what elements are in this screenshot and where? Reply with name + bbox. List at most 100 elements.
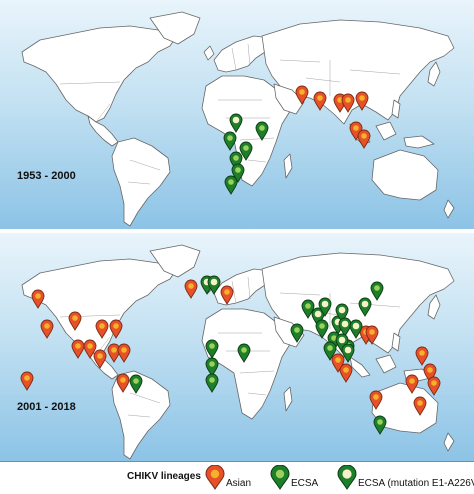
- country-border: [231, 47, 237, 71]
- marker-ecsa-tanzania: [229, 151, 243, 171]
- pin-core: [374, 285, 380, 291]
- map-pin-icon: [83, 339, 97, 359]
- landmasses: [21, 11, 455, 227]
- marker-asian-caribbean: [109, 319, 123, 339]
- map-pin-icon: [313, 91, 327, 111]
- pin-core: [224, 289, 230, 295]
- pin-core: [409, 378, 415, 384]
- marker-asian-papua-new-guinea: [415, 346, 429, 366]
- map-pin-icon: [423, 363, 437, 383]
- marker-ecsa-kenya: [239, 141, 253, 161]
- map-pin-icon: [220, 285, 234, 305]
- landmass-new-zealand: [443, 432, 455, 452]
- marker-asian-panama: [71, 339, 85, 359]
- marker-ecsa-zimbabwe: [231, 163, 245, 183]
- country-border: [247, 159, 267, 163]
- pin-core: [235, 167, 241, 173]
- country-border: [59, 81, 121, 85]
- pin-core: [97, 353, 103, 359]
- landmass-new-zealand: [443, 199, 455, 219]
- marker-asian-indonesia: [357, 129, 371, 149]
- pin-core: [352, 322, 360, 330]
- world-map-1953-2000: [21, 11, 455, 227]
- pin-core: [120, 377, 126, 383]
- marker-asian-greece: [220, 285, 234, 305]
- pin-core: [369, 329, 375, 335]
- pin-core: [338, 336, 346, 344]
- country-border: [279, 59, 321, 63]
- legend-label-ecsa: ECSA: [291, 478, 319, 489]
- pin-core: [361, 133, 367, 139]
- map-pin-icon: [71, 339, 85, 359]
- pin-core: [232, 116, 240, 124]
- legend-item-ecsa: ECSA: [269, 465, 329, 491]
- map-pin-icon: [373, 415, 387, 435]
- map-pin-icon: [415, 346, 429, 366]
- map-pin-icon: [301, 299, 315, 319]
- marker-ecsa-malaysia: [323, 341, 337, 361]
- landmass-madagascar: [283, 386, 293, 412]
- pin-core: [361, 300, 369, 308]
- landmass-madagascar: [283, 153, 293, 179]
- pin-core: [331, 335, 337, 341]
- marker-ecsa-myanmar: [315, 319, 329, 339]
- marker-asian-singapore: [339, 363, 353, 383]
- pin-core: [209, 361, 215, 367]
- map-pin-icon: [117, 343, 131, 363]
- world-map-2001-2018: [20, 244, 455, 460]
- map-pin-icon: [237, 343, 251, 363]
- landmass-central-america: [87, 115, 119, 147]
- map-pin-icon: [339, 363, 353, 383]
- landmass-japan: [427, 61, 441, 87]
- marker-ecsa-south-africa: [224, 175, 238, 195]
- marker-ecsa-ethiopia: [237, 343, 251, 363]
- marker-ecsa-pakistan: [290, 323, 304, 343]
- pin-core: [72, 315, 78, 321]
- country-border: [349, 69, 401, 75]
- marker-mutation-china: [338, 317, 352, 337]
- marker-ecsa-angola: [205, 373, 219, 393]
- landmass-south-america: [111, 137, 171, 227]
- map-pin-icon: [405, 374, 419, 394]
- landmass-greenland: [149, 11, 201, 45]
- landmass-philippines: [391, 99, 401, 119]
- map-pin-icon: [323, 341, 337, 361]
- pin-core: [210, 278, 218, 286]
- marker-asian-samoa: [413, 396, 427, 416]
- pin-core: [373, 394, 379, 400]
- landmass-africa: [201, 308, 293, 420]
- marker-ecsa-cameroon: [205, 339, 219, 359]
- marker-asian-mexico: [40, 319, 54, 339]
- pin-core: [338, 306, 346, 314]
- marker-ecsa-australia: [373, 415, 387, 435]
- marker-asian-philippines: [355, 91, 369, 111]
- marker-mutation-maldives: [341, 343, 355, 363]
- country-border: [129, 159, 161, 171]
- marker-asian-french-polynesia: [427, 376, 441, 396]
- pin-core: [99, 323, 105, 329]
- pin-core: [345, 97, 351, 103]
- map-pin-icon: [357, 129, 371, 149]
- asian-marker-icon: [205, 465, 225, 490]
- pin-core: [133, 378, 139, 384]
- landmass-north-america: [21, 25, 179, 123]
- marker-asian-venezuela: [107, 343, 121, 363]
- pin-core: [377, 419, 383, 425]
- map-panel-2001-2018: [0, 233, 474, 461]
- marker-mutation-laos: [335, 303, 349, 323]
- pin-core: [75, 343, 81, 349]
- landmass-philippines: [391, 332, 401, 352]
- landmass-borneo: [375, 121, 397, 141]
- marker-asian-cambodia: [341, 93, 355, 113]
- landmass-uk: [203, 45, 215, 61]
- pin-core: [327, 345, 333, 351]
- map-pin-icon: [315, 319, 329, 339]
- map-pin-icon: [355, 91, 369, 111]
- landmass-africa: [201, 75, 293, 187]
- landmass-borneo: [375, 354, 397, 374]
- country-border: [127, 414, 151, 418]
- map-pin-icon: [129, 374, 143, 394]
- country-border: [305, 77, 341, 83]
- ecsa-marker-icon: [270, 465, 290, 490]
- landmass-europe: [213, 268, 271, 306]
